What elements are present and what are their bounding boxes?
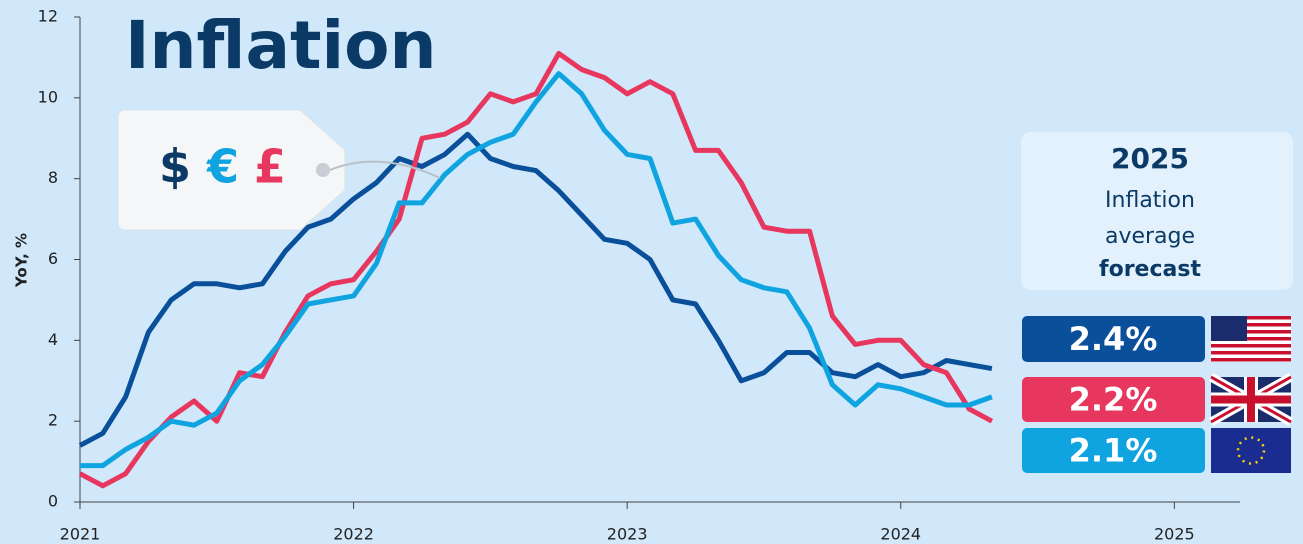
forecast-value: 2.1% <box>1069 432 1158 470</box>
flag-eu <box>1211 428 1291 473</box>
forecast-text: Inflation <box>1105 188 1195 213</box>
x-tick-label: 2021 <box>60 525 101 544</box>
forecast-value: 2.4% <box>1069 320 1158 358</box>
tag-hole <box>316 163 330 177</box>
flag-us <box>1211 316 1291 362</box>
series-line <box>78 131 993 448</box>
forecast-bar <box>1022 377 1205 422</box>
y-tick-label: 12 <box>38 7 58 26</box>
tag-string <box>329 160 441 179</box>
tag-symbol: £ <box>254 140 286 194</box>
y-tick-label: 0 <box>48 492 58 511</box>
y-tick-label: 10 <box>38 87 58 106</box>
tag-shape <box>117 109 346 231</box>
series-line <box>80 71 993 469</box>
forecast-title: 2025 <box>1111 142 1189 175</box>
forecast-text: average <box>1105 224 1195 249</box>
forecast-box <box>1021 132 1293 290</box>
y-axis-label: YoY, % <box>13 233 31 288</box>
forecast-bar <box>1022 428 1205 473</box>
y-tick-label: 8 <box>48 168 58 187</box>
y-tick-label: 4 <box>48 330 58 349</box>
chart-title: Inflation <box>125 7 437 84</box>
x-tick-label: 2024 <box>880 525 921 544</box>
x-tick-label: 2025 <box>1154 525 1195 544</box>
tag-symbol: $ <box>159 140 191 194</box>
x-tick-label: 2022 <box>333 525 374 544</box>
forecast-text: forecast <box>1099 257 1201 282</box>
x-tick-label: 2023 <box>607 525 648 544</box>
flag-uk <box>1208 373 1294 426</box>
forecast-value: 2.2% <box>1069 381 1158 419</box>
y-tick-label: 2 <box>48 411 58 430</box>
price-tag: $ € £ <box>117 109 441 231</box>
tag-symbol: € <box>206 140 239 194</box>
forecast-bar <box>1022 316 1205 362</box>
y-tick-label: 6 <box>48 249 58 268</box>
